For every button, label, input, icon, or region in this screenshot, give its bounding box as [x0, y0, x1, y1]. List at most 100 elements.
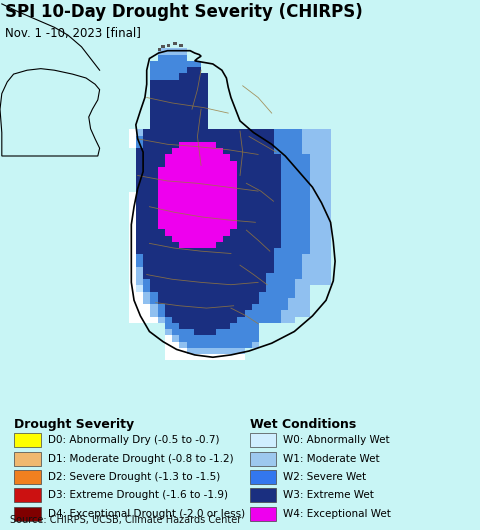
Bar: [223, 198, 230, 205]
Bar: [230, 335, 237, 342]
Bar: [194, 286, 201, 292]
Bar: [252, 217, 259, 223]
Bar: [281, 317, 288, 323]
Bar: [310, 161, 317, 167]
Bar: [324, 142, 332, 148]
Bar: [150, 273, 157, 279]
Bar: [172, 210, 180, 217]
Bar: [208, 254, 216, 261]
Bar: [180, 217, 187, 223]
Bar: [252, 167, 259, 173]
Bar: [165, 167, 172, 173]
Bar: [288, 186, 295, 192]
Bar: [302, 179, 310, 186]
Bar: [288, 273, 295, 279]
Bar: [180, 179, 187, 186]
Bar: [295, 173, 302, 179]
Bar: [274, 317, 281, 323]
Bar: [187, 92, 194, 98]
Bar: [216, 136, 223, 142]
Bar: [157, 129, 165, 136]
Bar: [288, 142, 295, 148]
Bar: [157, 173, 165, 179]
Bar: [266, 223, 274, 229]
Bar: [216, 198, 223, 205]
Bar: [274, 173, 281, 179]
Bar: [223, 279, 230, 286]
Bar: [180, 92, 187, 98]
Bar: [230, 248, 237, 254]
Bar: [237, 154, 244, 161]
Bar: [244, 167, 252, 173]
Bar: [14, 452, 41, 466]
Bar: [187, 192, 194, 198]
Bar: [324, 279, 332, 286]
Bar: [216, 223, 223, 229]
Bar: [295, 298, 302, 304]
Bar: [223, 323, 230, 329]
Bar: [201, 136, 208, 142]
Bar: [244, 248, 252, 254]
Bar: [194, 205, 201, 210]
Bar: [201, 254, 208, 261]
Bar: [157, 311, 165, 317]
Bar: [252, 273, 259, 279]
Bar: [157, 73, 165, 79]
Bar: [157, 123, 165, 129]
Bar: [157, 229, 165, 235]
Bar: [180, 117, 187, 123]
Bar: [143, 142, 150, 148]
Bar: [259, 267, 266, 273]
Bar: [281, 192, 288, 198]
Bar: [180, 205, 187, 210]
Bar: [157, 286, 165, 292]
Bar: [274, 179, 281, 186]
Bar: [252, 136, 259, 142]
Bar: [157, 292, 165, 298]
Bar: [324, 261, 332, 267]
Bar: [165, 80, 172, 86]
Bar: [165, 354, 172, 360]
Bar: [252, 267, 259, 273]
Bar: [317, 254, 324, 261]
Bar: [317, 217, 324, 223]
Bar: [165, 210, 172, 217]
Bar: [129, 129, 136, 136]
Bar: [295, 161, 302, 167]
Bar: [244, 142, 252, 148]
Bar: [223, 298, 230, 304]
Bar: [288, 173, 295, 179]
Bar: [150, 286, 157, 292]
Bar: [194, 104, 201, 111]
Bar: [223, 317, 230, 323]
Bar: [281, 186, 288, 192]
Bar: [230, 210, 237, 217]
Bar: [172, 229, 180, 235]
Bar: [194, 354, 201, 360]
Bar: [281, 311, 288, 317]
Bar: [165, 248, 172, 254]
Bar: [281, 217, 288, 223]
Text: D1: Moderate Drought (-0.8 to -1.2): D1: Moderate Drought (-0.8 to -1.2): [48, 454, 234, 464]
Bar: [194, 148, 201, 154]
Bar: [324, 186, 332, 192]
Bar: [165, 161, 172, 167]
Bar: [201, 198, 208, 205]
Bar: [201, 323, 208, 329]
Bar: [216, 217, 223, 223]
Bar: [194, 73, 201, 79]
Bar: [165, 67, 172, 73]
Bar: [180, 55, 187, 61]
Bar: [317, 136, 324, 142]
Bar: [230, 273, 237, 279]
Bar: [172, 161, 180, 167]
Bar: [252, 248, 259, 254]
Bar: [317, 279, 324, 286]
Bar: [324, 267, 332, 273]
Bar: [302, 142, 310, 148]
Bar: [230, 205, 237, 210]
Bar: [180, 235, 187, 242]
Bar: [180, 223, 187, 229]
Bar: [150, 80, 157, 86]
Bar: [237, 261, 244, 267]
